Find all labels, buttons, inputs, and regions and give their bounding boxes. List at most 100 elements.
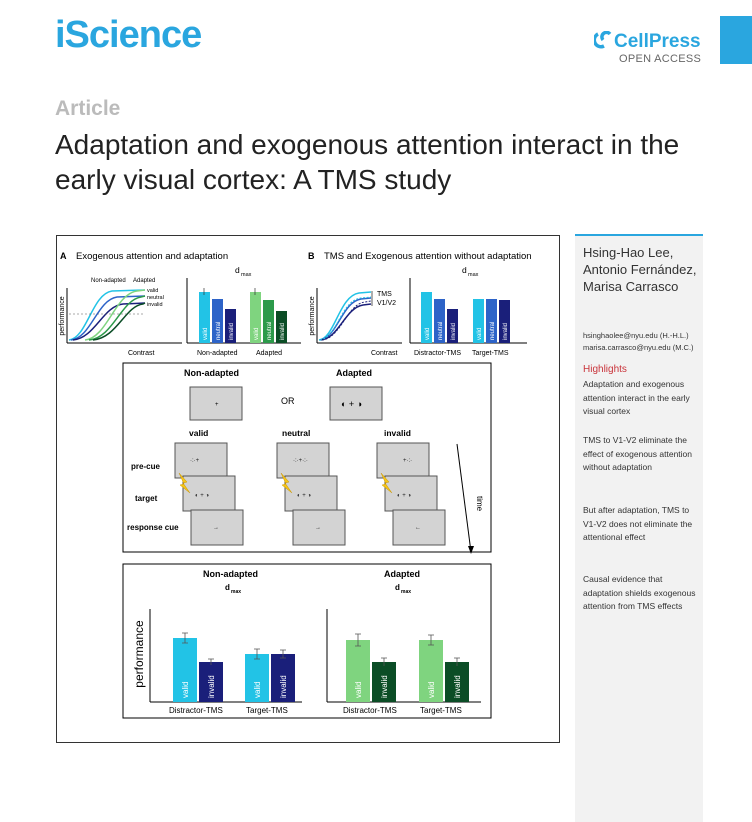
tms-pulse-icon	[178, 472, 393, 494]
results-group: Target-TMS	[246, 706, 288, 715]
results-group: Target-TMS	[420, 706, 462, 715]
bar-label: invalid	[380, 675, 389, 698]
bar-label: valid	[254, 328, 260, 340]
journal-logo[interactable]: iScience	[55, 14, 202, 56]
results-ylabel: performance	[132, 620, 146, 688]
bar-label: invalid	[207, 675, 216, 698]
publisher-logo[interactable]: CellPress	[594, 31, 701, 53]
results-dmax-sub: max	[231, 589, 241, 595]
panel-b-dmax-sub: max	[468, 272, 479, 278]
legend-neutral: neutral	[147, 295, 164, 301]
panel-b-title: TMS and Exogenous attention without adap…	[324, 251, 532, 262]
svg-text:◐ + ◑: ◐ + ◑	[341, 399, 362, 409]
legend-valid: valid	[147, 288, 158, 294]
email-2[interactable]: marisa.carrasco@nyu.edu (M.C.)	[583, 343, 694, 352]
results-dmax: d	[395, 583, 400, 592]
bar-label: valid	[203, 328, 209, 340]
cellpress-icon	[594, 31, 612, 49]
curve-adapted-invalid	[92, 302, 146, 341]
svg-text:◐ + ◑: ◐ + ◑	[195, 493, 209, 499]
sidebar: Hsing-Hao Lee, Antonio Fernández, Marisa…	[575, 234, 703, 822]
article-title: Adaptation and exogenous attention inter…	[55, 129, 680, 195]
svg-text:←: ←	[415, 525, 421, 531]
svg-text:+: +	[215, 402, 219, 408]
condition-adapted: Adapted	[336, 368, 372, 378]
panel-b-curve-plot: performance Contrast TMS V1/V2	[309, 288, 402, 357]
panel-a-curve-plot: performance Contrast Non-adapted Adapted…	[59, 278, 182, 357]
bar-label: invalid	[451, 323, 457, 340]
highlight-item: Causal evidence that adaptation shields …	[583, 574, 696, 611]
bar-label: valid	[477, 328, 483, 340]
bar-label: neutral	[267, 322, 273, 340]
results-group: Distractor-TMS	[343, 706, 397, 715]
emails: hsinghaolee@nyu.edu (H.-H.L.) marisa.car…	[583, 330, 699, 354]
highlights-heading: Highlights	[583, 364, 627, 375]
tms-label: TMS	[377, 291, 392, 298]
svg-text:+·:·: +·:·	[403, 458, 412, 464]
open-access-label: OPEN ACCESS	[619, 53, 702, 65]
group-label: Adapted	[256, 350, 282, 357]
highlight-item: Adaptation and exogenous attention inter…	[583, 379, 690, 416]
legend-invalid: invalid	[147, 302, 163, 308]
bar-label: invalid	[280, 323, 286, 340]
panel-b-xlabel: Contrast	[371, 350, 398, 357]
highlight-item: But after adaptation, TMS to V1-V2 does …	[583, 505, 693, 542]
bar-label: valid	[425, 328, 431, 340]
group-label: Distractor-TMS	[414, 350, 461, 357]
column-neutral: neutral	[282, 428, 310, 438]
curve-nonadapted-invalid	[72, 302, 146, 341]
authors[interactable]: Hsing-Hao Lee, Antonio Fernández, Marisa…	[583, 245, 697, 294]
svg-text:◐ + ◑: ◐ + ◑	[297, 493, 311, 499]
column-invalid: invalid	[384, 428, 411, 438]
group-label: Non-adapted	[197, 350, 238, 357]
curve-nonadapted-neutral	[70, 295, 146, 341]
bar-label: neutral	[490, 322, 496, 340]
svg-text:◐ + ◑: ◐ + ◑	[397, 493, 411, 499]
bar-label: invalid	[279, 675, 288, 698]
results-right-title: Adapted	[384, 569, 420, 579]
svg-text:→: →	[315, 525, 321, 531]
results-dmax-sub: max	[401, 589, 411, 595]
svg-text:→: →	[213, 525, 219, 531]
condition-or: OR	[281, 396, 295, 406]
results-dmax: d	[225, 583, 230, 592]
bar-label: neutral	[216, 322, 222, 340]
article-type: Article	[55, 97, 121, 120]
results-left-title: Non-adapted	[203, 569, 258, 579]
panel-a-ylabel: performance	[59, 296, 66, 335]
column-valid: valid	[189, 428, 208, 438]
time-arrow	[456, 443, 472, 553]
bar-label: invalid	[453, 675, 462, 698]
curve-label-adapted: Adapted	[133, 278, 155, 284]
graphical-abstract: A Exogenous attention and adaptation per…	[56, 235, 560, 743]
panel-b-bar-chart: d max valid neutral invalid valid neutra…	[409, 265, 527, 357]
svg-text:·:·+·:·: ·:·+·:·	[293, 458, 308, 464]
curve-adapted-neutral	[88, 295, 146, 341]
panel-b-ylabel: performance	[309, 296, 316, 335]
bar-label: valid	[181, 682, 190, 698]
panel-a-letter: A	[60, 251, 67, 261]
bar-label: invalid	[229, 323, 235, 340]
bar-label: valid	[253, 682, 262, 698]
bar-label: valid	[427, 682, 436, 698]
bar-label: neutral	[438, 322, 444, 340]
panel-b-dmax: d	[462, 265, 467, 275]
panel-a-title: Exogenous attention and adaptation	[76, 251, 228, 262]
group-label: Target-TMS	[472, 350, 509, 357]
brand-bar	[720, 16, 752, 64]
time-label: time	[475, 496, 484, 512]
publisher-name: CellPress	[614, 31, 701, 52]
panel-a-dmax: d	[235, 265, 240, 275]
highlight-item: TMS to V1-V2 eliminate the effect of exo…	[583, 435, 693, 472]
trial-sequence-box	[122, 362, 492, 553]
bar-label: invalid	[503, 323, 509, 340]
curve-adapted-valid	[84, 289, 146, 341]
curve-label-nonadapted: Non-adapted	[91, 278, 126, 284]
results-box	[122, 563, 492, 719]
panel-a-xlabel: Contrast	[128, 350, 155, 357]
stimulus-frames	[174, 442, 446, 546]
email-1[interactable]: hsinghaolee@nyu.edu (H.-H.L.)	[583, 331, 689, 340]
row-precue: pre-cue	[131, 462, 160, 471]
row-response-cue: response cue	[127, 523, 179, 532]
panel-a-dmax-sub: max	[241, 272, 252, 278]
